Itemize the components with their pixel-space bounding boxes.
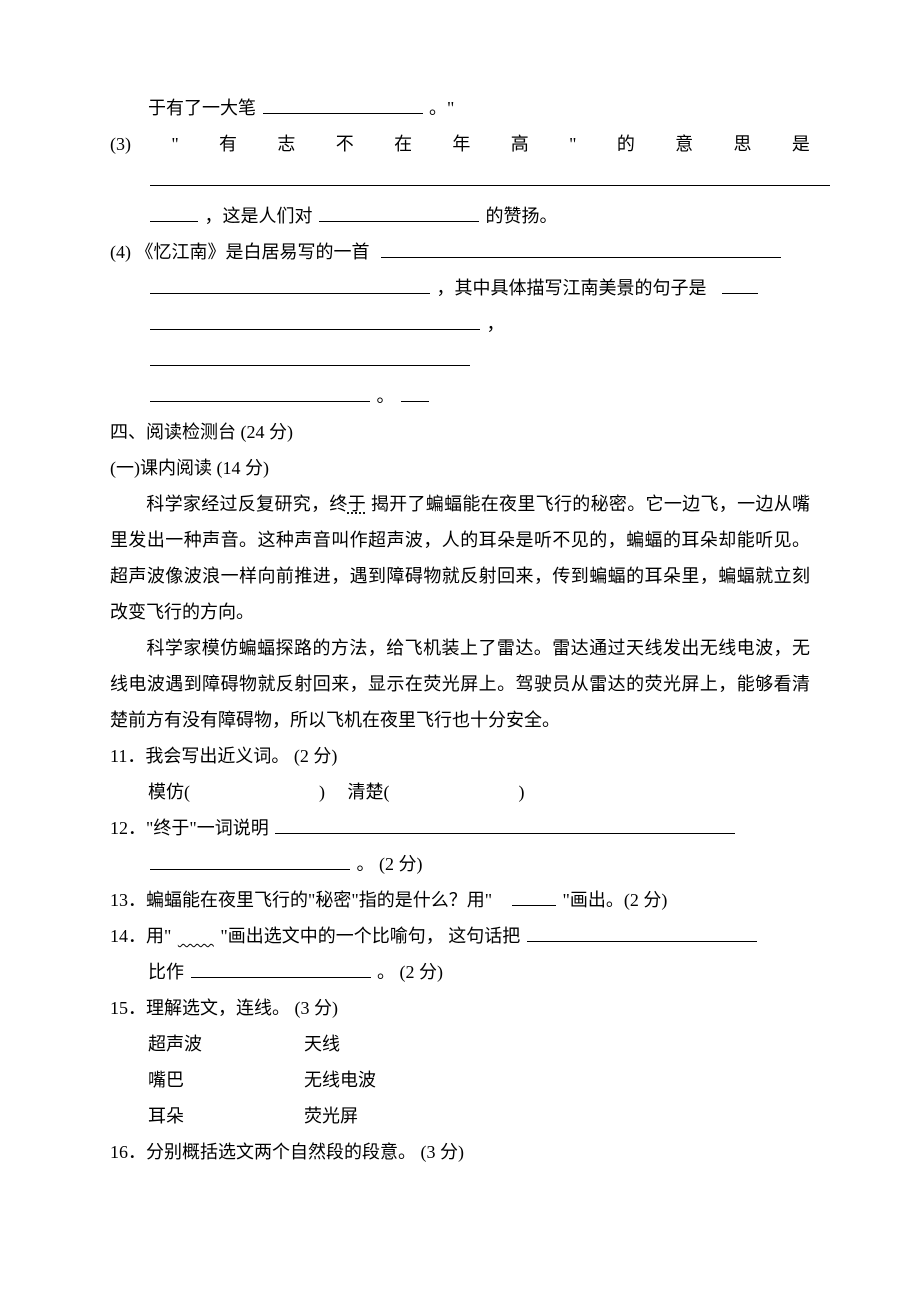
text: "终于"一词说明	[146, 818, 269, 838]
match-left[interactable]: 嘴巴	[148, 1062, 268, 1098]
q15-pair-2: 耳朵 荧光屏	[110, 1098, 810, 1134]
blank-fill[interactable]	[381, 235, 781, 258]
points: (2 分)	[379, 854, 423, 874]
q-num: 13．	[110, 890, 146, 910]
match-left[interactable]: 超声波	[148, 1026, 268, 1062]
passage-p2: 科学家模仿蝙蝠探路的方法，给飞机装上了雷达。雷达通过天线发出无线电波，无线电波遇…	[110, 630, 810, 738]
passage-p1: 科学家经过反复研究，终于 揭开了蝙蝠能在夜里飞行的秘密。它一边飞，一边从嘴里发出…	[110, 486, 810, 630]
question-13: 13．蝙蝠能在夜里飞行的"秘密"指的是什么？用" "画出。(2 分)	[110, 882, 810, 918]
q-num: 15．	[110, 998, 146, 1018]
word: 模仿(	[148, 782, 190, 802]
text: 蝙蝠能在夜里飞行的"秘密"指的是什么？用"	[146, 890, 492, 910]
blank-fill[interactable]	[401, 379, 429, 402]
text: ，这是人们对	[205, 206, 313, 226]
blank-fill[interactable]	[150, 343, 470, 366]
char: 不	[336, 126, 354, 162]
question-11: 11．我会写出近义词。 (2 分)	[110, 738, 810, 774]
text: "画出选文中的一个比喻句， 这句话把	[220, 926, 520, 946]
question-16: 16．分别概括选文两个自然段的段意。 (3 分)	[110, 1134, 810, 1170]
blank-fill[interactable]	[150, 847, 350, 870]
char: 是	[792, 126, 810, 162]
q-num: 11．	[110, 746, 145, 766]
blank-fill[interactable]	[512, 883, 556, 906]
char: "	[171, 126, 178, 162]
question-14: 14．用" "画出选文中的一个比喻句， 这句话把	[110, 918, 810, 954]
question-3: (3) " 有 志 不 在 年 高 " 的 意 思 是 ，这是人们对 的赞扬。	[110, 126, 810, 234]
char: 的	[617, 126, 635, 162]
q12-line2: 。 (2 分)	[110, 846, 810, 882]
word: 清楚(	[348, 782, 390, 802]
document-page: 于有了一大笔 。" (3) " 有 志 不 在 年 高 " 的 意 思 是 ，这…	[0, 0, 920, 1303]
blank-fill[interactable]	[150, 271, 430, 294]
text: ，其中具体描写江南美景的句子是	[437, 278, 707, 298]
period: 。	[377, 386, 395, 406]
period: 。	[377, 962, 395, 982]
char: 意	[675, 126, 693, 162]
q14-line2: 比作 。 (2 分)	[110, 954, 810, 990]
blank-fill[interactable]	[722, 271, 758, 294]
char: 志	[277, 126, 295, 162]
q3-line2: ，这是人们对 的赞扬。	[110, 198, 810, 234]
text: 。"	[429, 98, 454, 118]
blank-fill[interactable]	[191, 955, 371, 978]
question-12: 12．"终于"一词说明	[110, 810, 810, 846]
text: 用"	[146, 926, 171, 946]
question-4: (4) 《忆江南》是白居易写的一首 ，其中具体描写江南美景的句子是 ， 。	[110, 234, 810, 414]
close: )	[319, 782, 325, 802]
char: 年	[452, 126, 470, 162]
match-right[interactable]: 天线	[304, 1026, 444, 1062]
text: 理解选文，连线。 (3 分)	[146, 998, 338, 1018]
blank-fill[interactable]	[150, 307, 480, 330]
q15-pair-0: 超声波 天线	[110, 1026, 810, 1062]
points: (2 分)	[400, 962, 444, 982]
section-4-sub1: (一)课内阅读 (14 分)	[110, 450, 810, 486]
text: 《忆江南》是白居易写的一首	[136, 242, 370, 262]
match-right[interactable]: 荧光屏	[304, 1098, 444, 1134]
blank-fill[interactable]	[275, 811, 735, 834]
char: 高	[511, 126, 529, 162]
q15-pair-1: 嘴巴 无线电波	[110, 1062, 810, 1098]
q4-label: (4)	[110, 242, 131, 262]
char: 在	[394, 126, 412, 162]
q4-line1: (4) 《忆江南》是白居易写的一首	[110, 234, 810, 270]
q3-blank-line	[110, 162, 810, 198]
comma: ，	[487, 314, 505, 334]
q-num: 12．	[110, 818, 146, 838]
blank-fill[interactable]	[263, 91, 423, 114]
line-continuation: 于有了一大笔 。"	[110, 90, 810, 126]
text: "画出。(2 分)	[563, 890, 668, 910]
question-15: 15．理解选文，连线。 (3 分)	[110, 990, 810, 1026]
q-num: 14．	[110, 926, 146, 946]
text: 于有了一大笔	[148, 98, 256, 118]
blank-fill[interactable]	[319, 199, 479, 222]
text: 科学家经过反复研究，终	[146, 494, 348, 514]
q4-line2: ，其中具体描写江南美景的句子是	[110, 270, 810, 306]
blank-fill[interactable]	[150, 163, 830, 186]
char: 有	[219, 126, 237, 162]
dotted-word: 于	[348, 494, 366, 514]
period: 。	[357, 854, 375, 874]
char: "	[569, 126, 576, 162]
text: 分别概括选文两个自然段的段意。 (3 分)	[146, 1142, 464, 1162]
match-right[interactable]: 无线电波	[304, 1062, 444, 1098]
blank-fill[interactable]	[150, 379, 370, 402]
wavy-blank[interactable]	[178, 918, 214, 940]
text: 比作	[148, 962, 184, 982]
q4-line3: ，	[110, 306, 810, 378]
q3-label: (3)	[110, 126, 131, 162]
text: 我会写出近义词。 (2 分)	[145, 746, 337, 766]
q3-line1: (3) " 有 志 不 在 年 高 " 的 意 思 是	[110, 126, 810, 162]
char: 思	[734, 126, 752, 162]
text: 的赞扬。	[486, 206, 558, 226]
blank-fill[interactable]	[150, 199, 198, 222]
blank-fill[interactable]	[527, 919, 757, 942]
close: )	[519, 782, 525, 802]
q-num: 16．	[110, 1142, 146, 1162]
q11-words: 模仿( ) 清楚( )	[110, 774, 810, 810]
text: 科学家模仿蝙蝠探路的方法，给飞机装上了雷达。雷达通过天线发出无线电波，无线电波遇…	[110, 638, 810, 730]
match-left[interactable]: 耳朵	[148, 1098, 268, 1134]
q4-line4: 。	[110, 378, 810, 414]
section-4-title: 四、阅读检测台 (24 分)	[110, 414, 810, 450]
